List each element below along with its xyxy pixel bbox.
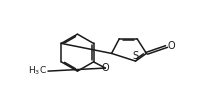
- Text: O: O: [168, 41, 175, 51]
- Text: S: S: [132, 51, 139, 61]
- Text: $\mathregular{H_3C}$: $\mathregular{H_3C}$: [28, 65, 47, 77]
- Text: O: O: [102, 63, 109, 73]
